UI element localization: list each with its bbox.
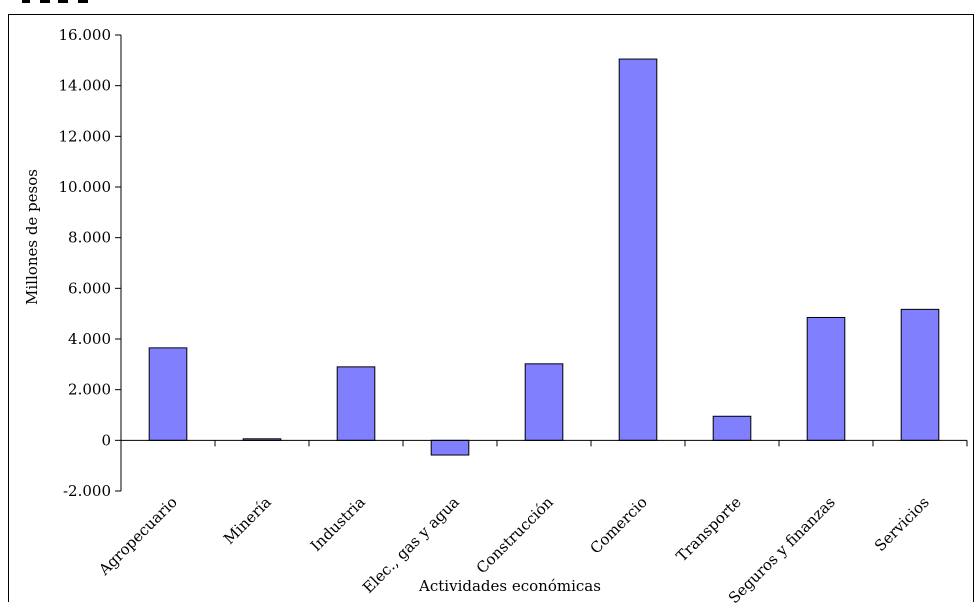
x-tick-label: Industria xyxy=(307,493,369,555)
x-tick-label: Agropecuario xyxy=(94,493,180,579)
y-tick-label: 6.000 xyxy=(68,279,111,297)
x-tick-label: Seguros y finanzas xyxy=(725,493,839,603)
bar-seguros-y-finanzas xyxy=(806,316,846,441)
y-axis: -2.000 0 2.000 4.000 6.000 8.000 10.000 12.000 1… xyxy=(59,26,122,500)
x-tick-label: Construcción xyxy=(473,493,557,577)
bar-industria xyxy=(336,366,376,441)
bars xyxy=(148,58,940,456)
bar-construcci-n xyxy=(524,363,564,441)
clipped-top-text xyxy=(0,0,200,14)
y-axis-label: Millones de pesos xyxy=(23,169,41,305)
bar-transporte xyxy=(712,415,752,441)
y-tick-label: 12.000 xyxy=(59,127,112,145)
bar-agropecuario xyxy=(148,347,188,441)
x-axis-label: Actividades económicas xyxy=(418,577,601,595)
y-tick-label: 2.000 xyxy=(68,381,111,399)
y-tick-label: 8.000 xyxy=(68,229,111,247)
chart-frame: -2.000 0 2.000 4.000 6.000 8.000 10.000 12.000 1… xyxy=(8,14,974,607)
y-tick-label: 14.000 xyxy=(59,77,112,95)
y-tick-label: 0 xyxy=(101,431,111,449)
x-tick-label: Comercio xyxy=(586,493,650,557)
bar-elec-gas-y-agua xyxy=(430,439,470,456)
x-tick-label: Transporte xyxy=(673,493,745,565)
y-tick-label: -2.000 xyxy=(63,482,111,500)
bar-comercio xyxy=(618,58,658,441)
x-tick-label: Minería xyxy=(220,493,275,548)
y-tick-label: 4.000 xyxy=(68,330,111,348)
bar-chart: -2.000 0 2.000 4.000 6.000 8.000 10.000 12.000 1… xyxy=(23,26,968,607)
x-tick-label: Servicios xyxy=(871,493,933,555)
bar-servicios xyxy=(900,308,940,441)
y-tick-label: 10.000 xyxy=(59,178,112,196)
y-tick-label: 16.000 xyxy=(59,26,112,44)
